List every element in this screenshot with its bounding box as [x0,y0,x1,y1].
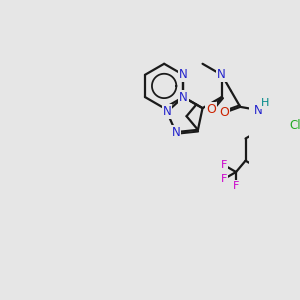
Text: O: O [206,103,216,116]
Text: F: F [233,181,239,190]
Text: N: N [254,103,263,117]
Text: N: N [172,126,180,139]
Text: F: F [221,160,227,170]
Text: O: O [220,106,230,119]
Text: N: N [179,91,188,103]
Text: Cl: Cl [289,119,300,132]
Text: N: N [163,105,171,119]
Text: N: N [179,68,188,81]
Text: H: H [261,98,269,108]
Text: F: F [221,174,227,184]
Text: N: N [218,68,226,81]
